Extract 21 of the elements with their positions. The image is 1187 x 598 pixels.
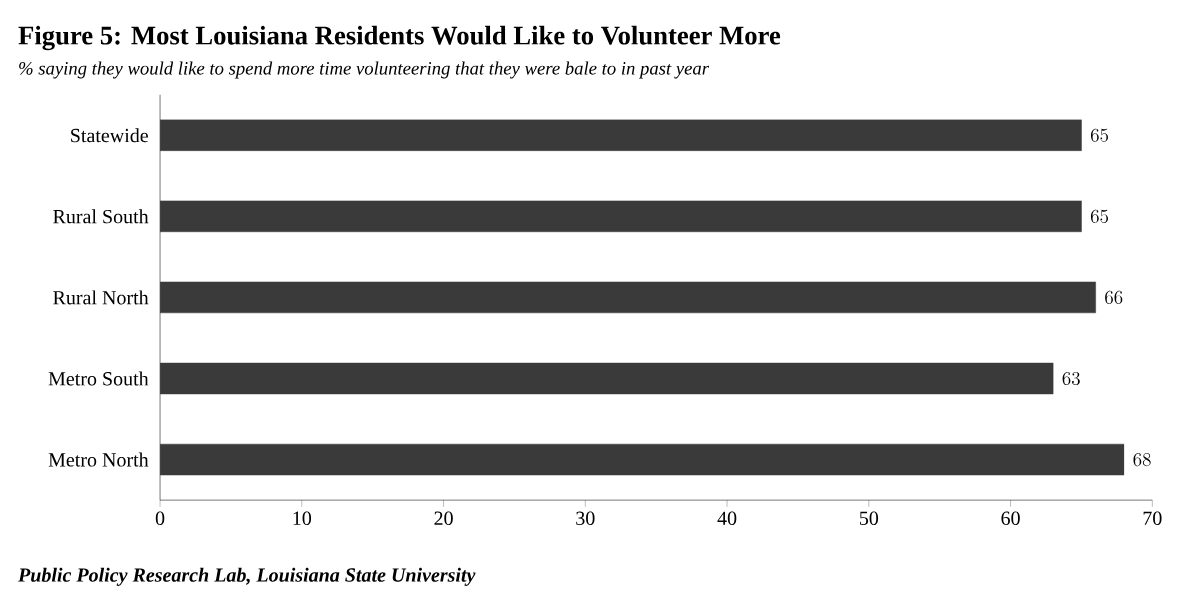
- data-label: 63: [1062, 371, 1080, 386]
- y-tick-label: Statewide: [71, 128, 148, 143]
- data-label: 65: [1090, 209, 1109, 223]
- data-label: 68: [1133, 452, 1151, 467]
- y-tick-label: Metro South: [48, 371, 149, 386]
- x-tick-label: 40: [717, 511, 737, 525]
- y-tick-label: Rural North: [53, 290, 149, 305]
- y-tick-label: Metro North: [48, 452, 149, 467]
- data-label: 65: [1090, 128, 1109, 142]
- x-tick-label: 30: [576, 511, 595, 525]
- chart-subtitle: % saying they would like to spend more time volunteering that they were bale to in past year: [19, 61, 710, 79]
- x-tick-label: 60: [1001, 511, 1020, 525]
- x-tick-label: 0: [155, 511, 165, 525]
- data-label: 66: [1105, 290, 1123, 304]
- x-tick-label: 20: [434, 511, 453, 525]
- chart-title: Figure 5: Most Louisiana Residents Would Like to Volunteer More: [18, 25, 781, 51]
- x-tick-label: 70: [1143, 511, 1162, 525]
- x-tick-label: 10: [293, 511, 312, 525]
- text: Public Policy Research Lab, Louisiana State University: [18, 567, 476, 586]
- y-tick-label: Rural South: [53, 209, 149, 224]
- x-tick-label: 50: [859, 511, 879, 525]
